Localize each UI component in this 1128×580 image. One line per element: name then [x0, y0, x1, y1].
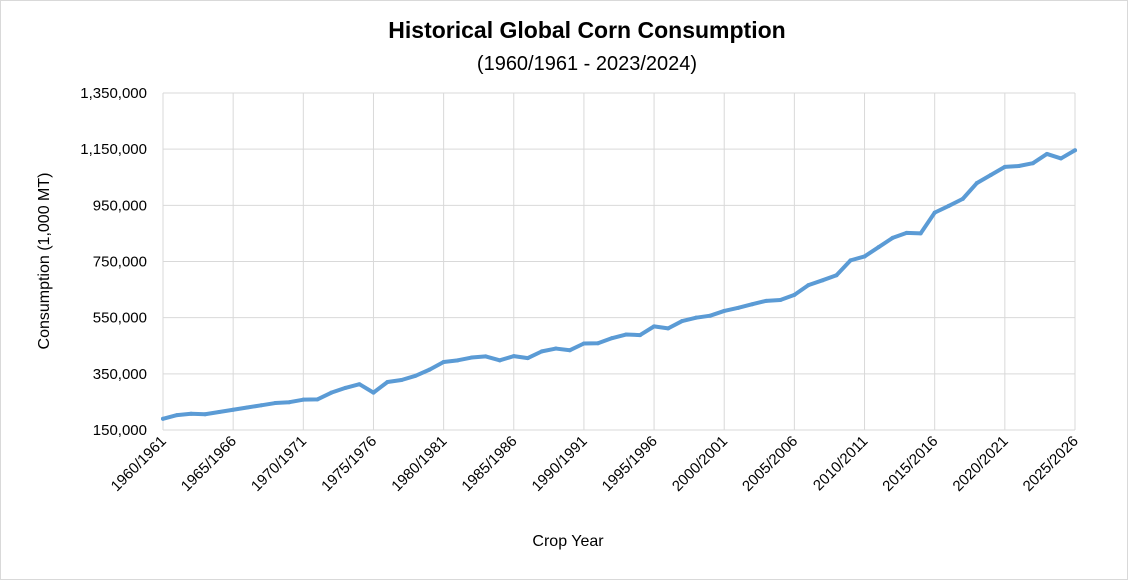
data-point [988, 173, 993, 177]
data-point [974, 181, 979, 186]
data-point [638, 333, 643, 338]
x-tick-label: 2000/2001 [669, 433, 731, 495]
data-point [1044, 151, 1049, 156]
data-point [609, 336, 614, 341]
y-tick-label: 950,000 [93, 197, 147, 214]
y-tick-label: 550,000 [93, 310, 147, 327]
data-point [1016, 164, 1021, 169]
data-point [764, 298, 769, 303]
data-point [567, 348, 572, 353]
data-point [1058, 156, 1063, 161]
data-point [413, 373, 418, 378]
data-point [539, 349, 544, 354]
x-axis-title: Crop Year [532, 533, 604, 550]
x-tick-label: 1960/1961 [108, 433, 170, 495]
data-point [694, 315, 699, 320]
data-point [960, 196, 965, 201]
data-point [848, 258, 853, 263]
x-tick-label: 2010/2011 [810, 433, 871, 494]
data-point [343, 385, 348, 390]
data-point [273, 401, 278, 406]
data-point [876, 245, 881, 250]
data-point [189, 411, 194, 416]
data-point [511, 354, 516, 359]
data-point [722, 308, 727, 313]
chart-title: Historical Global Corn Consumption [388, 17, 786, 43]
data-point [736, 305, 741, 310]
data-point [834, 273, 839, 278]
data-point [666, 326, 671, 331]
data-point [806, 283, 811, 288]
x-tick-label: 1995/1996 [599, 433, 661, 495]
data-point [680, 319, 685, 324]
data-point [371, 390, 376, 395]
data-point [497, 358, 502, 363]
y-axis-title: Consumption (1,000 MT) [36, 173, 53, 350]
x-tick-label: 1990/1991 [529, 433, 591, 495]
y-tick-label: 150,000 [93, 422, 147, 439]
data-point [217, 410, 222, 415]
y-axis-tick-labels: 150,000 350,000 550,000 750,000 950,000 1,150… [80, 85, 147, 439]
x-tick-label: 2025/2026 [1020, 433, 1082, 495]
data-point [259, 403, 264, 408]
x-tick-label: 1980/1981 [388, 433, 450, 495]
data-point [624, 332, 629, 337]
x-tick-label: 2005/2006 [739, 433, 801, 495]
x-tick-label: 1970/1971 [248, 433, 310, 495]
x-tick-label: 1985/1986 [458, 433, 520, 495]
data-point [301, 397, 306, 402]
chart-subtitle: (1960/1961 - 2023/2024) [476, 53, 698, 75]
data-point [441, 360, 446, 365]
x-axis-tick-labels: 1960/1961 1965/1966 1970/1971 1975/1976 1980… [108, 433, 1082, 495]
data-point [932, 210, 937, 215]
data-point [427, 367, 432, 372]
x-tick-label: 2020/2021 [950, 433, 1012, 495]
series-line-consumption [161, 148, 1077, 421]
data-point [652, 324, 657, 329]
y-tick-label: 1,350,000 [80, 85, 147, 102]
data-point [778, 297, 783, 302]
data-point [287, 400, 292, 405]
data-point [1002, 164, 1007, 169]
data-point [357, 382, 362, 387]
data-point [595, 341, 600, 346]
data-point [820, 278, 825, 283]
x-tick-label: 1975/1976 [318, 433, 380, 495]
data-point [175, 413, 180, 418]
data-point [455, 358, 460, 363]
data-point [329, 390, 334, 395]
data-point [792, 292, 797, 297]
data-point [469, 355, 474, 360]
x-tick-label: 1965/1966 [178, 433, 240, 495]
data-point [161, 416, 165, 421]
y-tick-label: 750,000 [93, 254, 147, 271]
data-point [315, 397, 320, 402]
data-point [231, 407, 236, 412]
data-point [1073, 148, 1077, 153]
gridlines [162, 92, 1076, 431]
y-tick-label: 350,000 [93, 366, 147, 383]
data-point [918, 231, 923, 236]
data-point [245, 405, 250, 410]
data-point [1030, 161, 1035, 166]
data-point [708, 313, 713, 318]
data-point [750, 302, 755, 307]
data-point [890, 235, 895, 240]
data-point [904, 230, 909, 235]
data-point [385, 379, 390, 384]
data-point [581, 341, 586, 346]
data-point [203, 412, 208, 417]
data-point [483, 354, 488, 359]
data-point [525, 356, 530, 361]
data-point [399, 378, 404, 383]
data-point [862, 254, 867, 259]
data-point [946, 203, 951, 208]
series-layer [161, 148, 1077, 421]
x-tick-label: 2015/2016 [879, 433, 941, 495]
data-point [553, 346, 558, 351]
y-tick-label: 1,150,000 [80, 141, 147, 158]
